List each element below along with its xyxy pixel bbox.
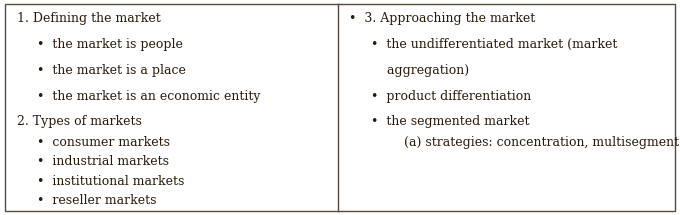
Text: •  the market is a place: • the market is a place: [37, 64, 186, 77]
Text: •  the market is people: • the market is people: [37, 38, 184, 51]
Text: (a) strategies: concentration, multisegment: (a) strategies: concentration, multisegm…: [384, 136, 679, 149]
Text: •  the undifferentiated market (market: • the undifferentiated market (market: [371, 38, 617, 51]
Text: •  the segmented market: • the segmented market: [371, 115, 529, 128]
Text: •  institutional markets: • institutional markets: [37, 175, 185, 187]
Text: •  industrial markets: • industrial markets: [37, 155, 169, 168]
Text: •  3. Approaching the market: • 3. Approaching the market: [349, 12, 535, 25]
Text: •  the market is an economic entity: • the market is an economic entity: [37, 91, 261, 103]
Text: •  product differentiation: • product differentiation: [371, 91, 531, 103]
Text: •  consumer markets: • consumer markets: [37, 136, 171, 149]
Text: aggregation): aggregation): [371, 64, 469, 77]
Text: 1. Defining the market: 1. Defining the market: [17, 12, 160, 25]
FancyBboxPatch shape: [5, 4, 675, 211]
Text: 2. Types of markets: 2. Types of markets: [17, 115, 142, 128]
Text: •  reseller markets: • reseller markets: [37, 194, 157, 207]
